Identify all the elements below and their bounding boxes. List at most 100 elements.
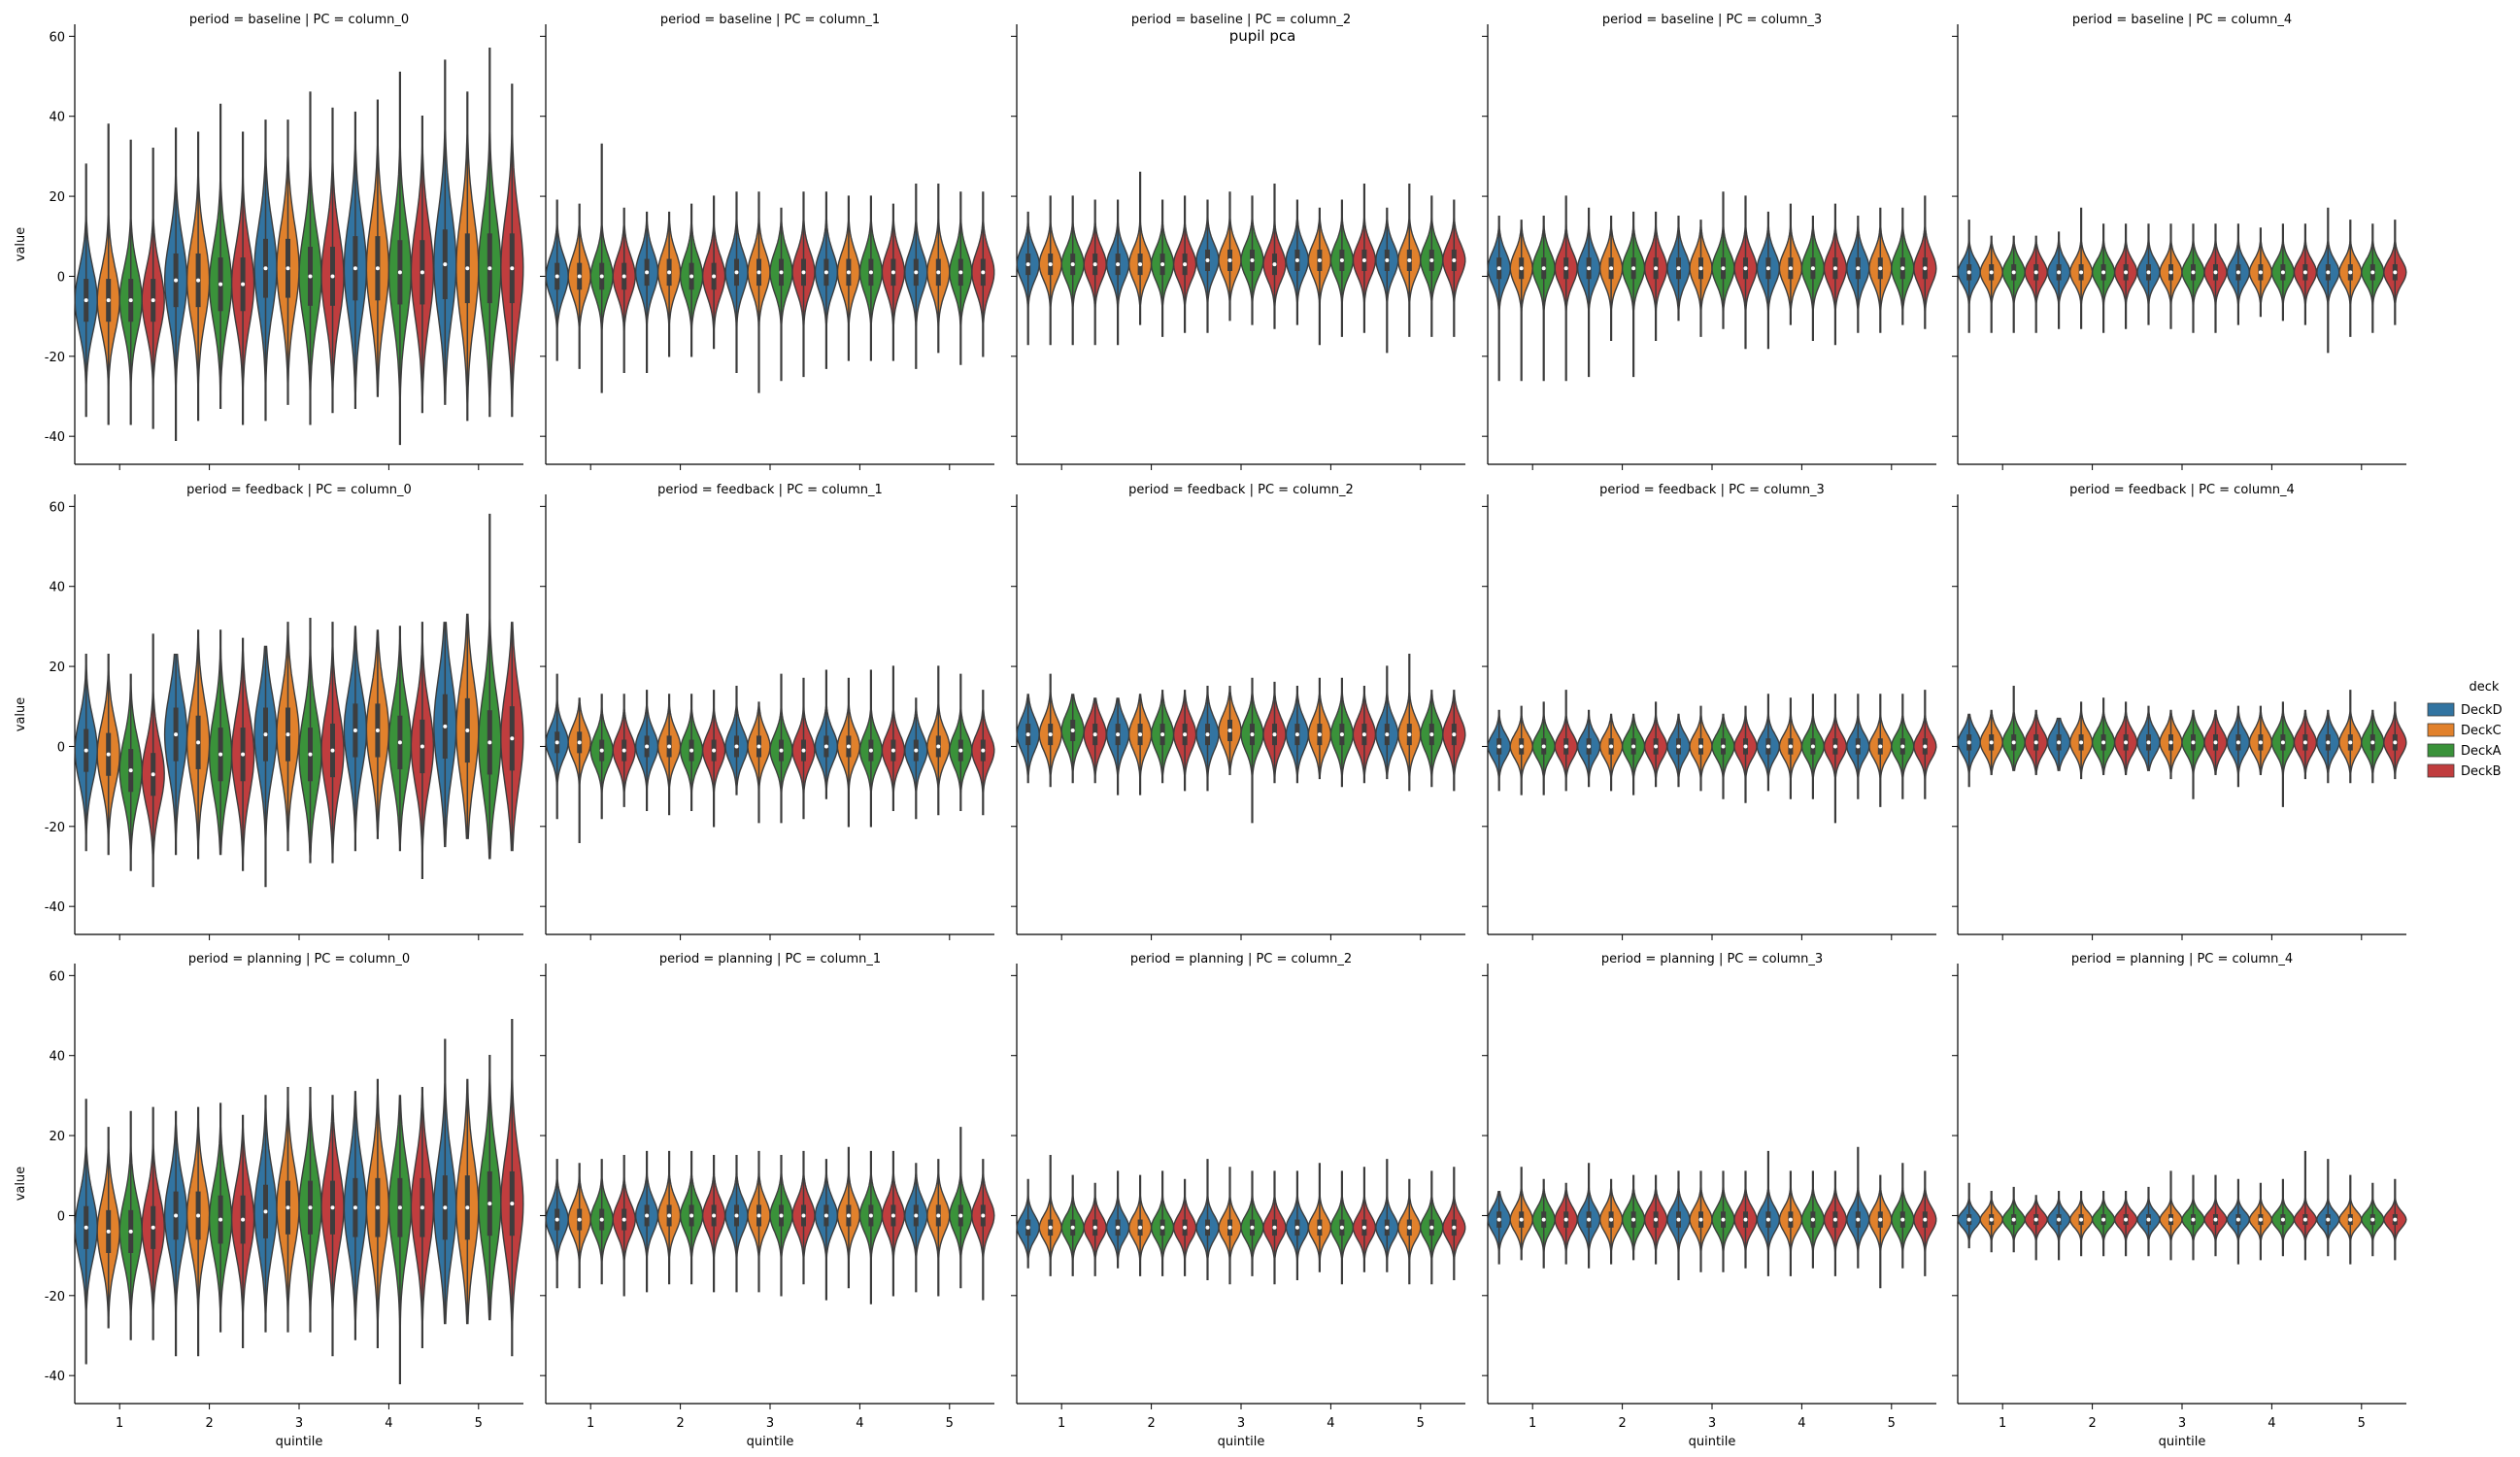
x-tick-label: 5	[946, 1416, 954, 1431]
violin-median	[1407, 257, 1412, 262]
panel-title: period = planning | PC = column_0	[188, 952, 410, 966]
violin-median	[1832, 266, 1837, 271]
violin-median	[1878, 266, 1883, 271]
violin-median	[1923, 744, 1928, 749]
violin-median	[1317, 732, 1322, 737]
x-tick-label: 2	[1147, 1416, 1155, 1431]
violin-median	[2393, 270, 2398, 275]
violin-median	[397, 740, 402, 745]
violin-median	[1856, 1217, 1861, 1222]
violin-median	[1609, 266, 1614, 271]
violin-median	[443, 262, 448, 267]
y-tick-label: -40	[45, 430, 65, 445]
x-axis-label: quintile	[2159, 1435, 2206, 1449]
x-tick-label: 1	[1999, 1416, 2006, 1431]
violin-median	[846, 744, 851, 749]
violin-median	[1116, 732, 1121, 737]
y-tick-label: 20	[49, 661, 65, 675]
violin-median	[577, 274, 582, 279]
y-tick-label: 0	[57, 740, 65, 755]
violin-median	[2101, 740, 2106, 745]
x-tick-label: 5	[1888, 1416, 1896, 1431]
violin-median	[2370, 1217, 2375, 1222]
violin-median	[1989, 270, 1994, 275]
violin-median	[196, 1213, 201, 1218]
violin-median	[420, 270, 424, 275]
violin-median	[465, 728, 470, 732]
panel-planning-column_2: period = planning | PC = column_2 1 2 3 4 5 qu…	[1011, 952, 1466, 1449]
violin-median	[2213, 270, 2218, 275]
violin-median	[1563, 1217, 1568, 1222]
violin-median	[2057, 740, 2062, 745]
violin-median	[1878, 1217, 1883, 1222]
violin-median	[981, 270, 986, 275]
violin-median	[2057, 1217, 2062, 1222]
violin-median	[1676, 1217, 1681, 1222]
violin-median	[712, 748, 717, 753]
violin-median	[443, 724, 448, 728]
violin-median	[263, 266, 268, 271]
violin-median	[1563, 266, 1568, 271]
violin-median	[1810, 266, 1815, 271]
x-axis-label: quintile	[1218, 1435, 1265, 1449]
violin-median	[1587, 1217, 1592, 1222]
y-axis-label: value	[14, 227, 28, 262]
violin-median	[801, 270, 806, 275]
violin-median	[1205, 1225, 1210, 1230]
violin-median	[2079, 1217, 2084, 1222]
violin-median	[1832, 744, 1837, 749]
violin-median	[2393, 1217, 2398, 1222]
y-tick-label: -20	[45, 1290, 65, 1305]
violin-median	[465, 1205, 470, 1210]
violin-median	[420, 1205, 424, 1210]
panel-title: period = baseline | PC = column_1	[660, 13, 880, 27]
violin-median	[1721, 266, 1726, 271]
violin-median	[599, 748, 604, 753]
panel-title: period = feedback | PC = column_1	[657, 483, 883, 497]
violin-median	[1317, 257, 1322, 262]
violin-median	[2302, 1217, 2307, 1222]
violin-median	[487, 266, 492, 271]
panel-title: period = feedback | PC = column_3	[1599, 483, 1825, 497]
violin-median	[756, 270, 761, 275]
violin-median	[2101, 1217, 2106, 1222]
violin-median	[622, 274, 626, 279]
panel-title: period = baseline | PC = column_4	[2072, 13, 2292, 27]
violin-median	[1900, 1217, 1905, 1222]
violin-median	[308, 1205, 313, 1210]
legend-swatch-DeckA	[2427, 743, 2455, 758]
y-tick-label: 60	[49, 500, 65, 515]
violin-median	[375, 728, 380, 732]
violin-median	[218, 282, 223, 287]
violin-median	[1407, 1225, 1412, 1230]
violin-median	[2124, 270, 2129, 275]
panel-title: period = baseline | PC = column_3	[1602, 13, 1822, 27]
violin-median	[2146, 1217, 2151, 1222]
violin-median	[2258, 740, 2263, 745]
y-tick-label: -40	[45, 1370, 65, 1384]
panel-baseline-column_3: period = baseline | PC = column_3	[1482, 13, 1937, 470]
violin-median	[2393, 740, 2398, 745]
violin-median	[599, 274, 604, 279]
violin-median	[1070, 262, 1075, 267]
violin-median	[1676, 744, 1681, 749]
violin-median	[375, 1205, 380, 1210]
x-tick-label: 4	[2268, 1416, 2275, 1431]
panels: period = baseline | PC = column_0 -40 -20 0…	[14, 13, 2407, 1449]
violin-median	[756, 744, 761, 749]
violin-median	[2235, 270, 2240, 275]
violin-median	[1250, 1225, 1255, 1230]
violin-median	[734, 744, 739, 749]
violin-median	[1519, 266, 1524, 271]
violin-median	[846, 1213, 851, 1218]
violin-median	[1541, 1217, 1546, 1222]
x-tick-label: 4	[856, 1416, 863, 1431]
violin-median	[1452, 732, 1457, 737]
violin-median	[308, 752, 313, 757]
violin-median	[510, 266, 515, 271]
violin-median	[1900, 266, 1905, 271]
x-tick-label: 4	[1327, 1416, 1334, 1431]
violin-median	[1856, 266, 1861, 271]
panel-feedback-column_2: period = feedback | PC = column_2	[1011, 483, 1466, 940]
violin-median	[779, 1213, 784, 1218]
